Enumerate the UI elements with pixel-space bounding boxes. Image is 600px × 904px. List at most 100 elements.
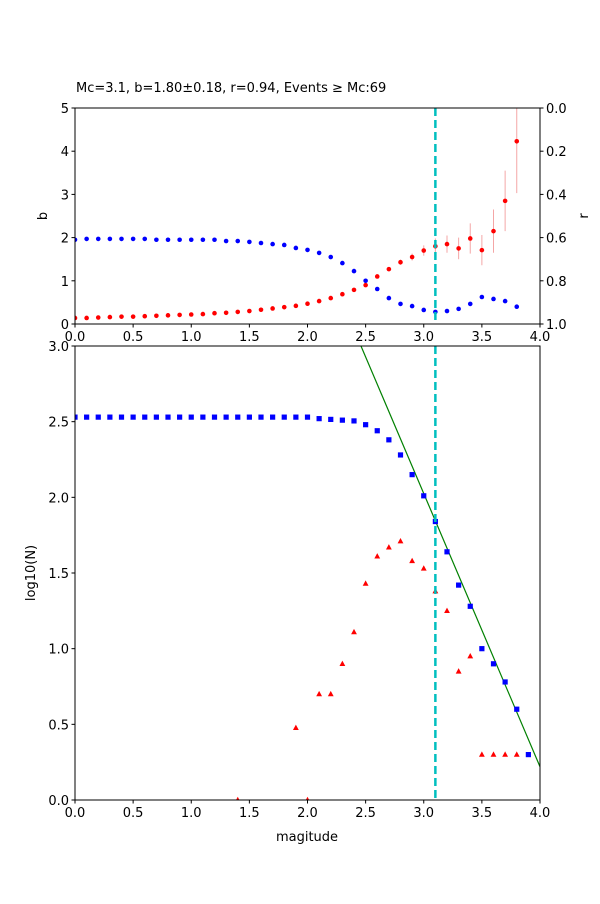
point bbox=[95, 414, 101, 420]
point bbox=[75, 315, 78, 321]
point bbox=[316, 250, 322, 256]
point bbox=[293, 245, 299, 251]
point bbox=[514, 706, 520, 712]
x-tick-label: 3.0 bbox=[413, 806, 434, 821]
point bbox=[188, 237, 194, 243]
point bbox=[421, 248, 427, 253]
point bbox=[456, 582, 462, 588]
y-tick-label: 0 bbox=[61, 318, 69, 333]
point bbox=[421, 307, 427, 313]
y-tick-label: 4 bbox=[61, 145, 69, 160]
point bbox=[374, 553, 381, 559]
point bbox=[200, 414, 206, 420]
point bbox=[409, 303, 415, 309]
point bbox=[316, 298, 322, 304]
point bbox=[107, 314, 113, 320]
point bbox=[340, 291, 345, 297]
point bbox=[467, 653, 474, 659]
point bbox=[142, 313, 148, 319]
point bbox=[374, 286, 380, 292]
point bbox=[514, 138, 520, 144]
point bbox=[374, 428, 380, 434]
point bbox=[467, 301, 473, 307]
point bbox=[165, 414, 171, 420]
point bbox=[316, 690, 323, 697]
point bbox=[420, 565, 427, 571]
point bbox=[75, 414, 78, 420]
y2-tick-label: 0.2 bbox=[546, 145, 567, 160]
point bbox=[409, 254, 415, 260]
point bbox=[84, 236, 89, 242]
y-axis-label: b bbox=[36, 212, 51, 220]
x-tick-label: 2.0 bbox=[297, 330, 318, 345]
point bbox=[236, 796, 240, 800]
point bbox=[479, 646, 485, 652]
point bbox=[188, 312, 194, 317]
point bbox=[212, 310, 217, 316]
point bbox=[142, 414, 148, 420]
y-tick-label: 2 bbox=[61, 232, 69, 247]
point bbox=[502, 679, 508, 685]
y-axis-label: log10(N) bbox=[24, 545, 39, 601]
point bbox=[153, 414, 159, 420]
point bbox=[444, 308, 450, 314]
x-tick-label: 0.0 bbox=[65, 330, 86, 345]
point bbox=[444, 549, 450, 555]
point bbox=[502, 298, 508, 304]
point bbox=[339, 660, 346, 666]
point bbox=[75, 237, 78, 243]
point bbox=[351, 287, 357, 293]
point bbox=[293, 414, 299, 420]
y-tick-label: 3 bbox=[61, 188, 69, 203]
point bbox=[293, 303, 299, 309]
point bbox=[292, 724, 299, 731]
y2-tick-label: 0.4 bbox=[546, 188, 567, 203]
point bbox=[386, 266, 392, 272]
point bbox=[467, 603, 473, 609]
point bbox=[525, 752, 531, 758]
y2-tick-label: 0.6 bbox=[546, 232, 567, 247]
point bbox=[95, 236, 101, 242]
point bbox=[130, 236, 136, 242]
x-tick-label: 0.5 bbox=[123, 330, 144, 345]
point bbox=[502, 198, 508, 204]
point bbox=[363, 282, 368, 288]
point bbox=[119, 314, 124, 319]
point bbox=[397, 452, 404, 458]
x-tick-label: 2.0 bbox=[297, 806, 318, 821]
point bbox=[235, 238, 241, 244]
point bbox=[339, 417, 345, 423]
x-tick-label: 1.0 bbox=[181, 330, 202, 345]
point bbox=[270, 414, 276, 420]
y-tick-label: 2.5 bbox=[48, 416, 69, 431]
y-tick-label: 2.0 bbox=[48, 491, 69, 506]
point bbox=[212, 237, 217, 243]
x-tick-label: 4.0 bbox=[530, 330, 551, 345]
y-tick-label: 3.0 bbox=[48, 340, 69, 355]
x-tick-label: 2.5 bbox=[355, 330, 376, 345]
plot-area bbox=[75, 346, 540, 800]
point bbox=[142, 236, 148, 242]
point bbox=[479, 294, 485, 300]
point bbox=[270, 306, 275, 311]
plot-area bbox=[75, 108, 520, 321]
x-tick-label: 3.5 bbox=[472, 806, 493, 821]
point bbox=[351, 268, 357, 274]
point bbox=[421, 493, 427, 499]
point bbox=[351, 628, 357, 635]
x-axis-label: magitude bbox=[276, 830, 338, 845]
point bbox=[177, 237, 182, 243]
point bbox=[514, 304, 520, 310]
y2-tick-label: 0.0 bbox=[546, 102, 567, 117]
point bbox=[467, 236, 473, 241]
point bbox=[258, 240, 264, 246]
point bbox=[258, 307, 264, 313]
point bbox=[340, 260, 345, 266]
point bbox=[351, 418, 357, 424]
point bbox=[328, 254, 334, 260]
point bbox=[444, 241, 450, 247]
point bbox=[490, 751, 497, 757]
point bbox=[455, 668, 462, 674]
